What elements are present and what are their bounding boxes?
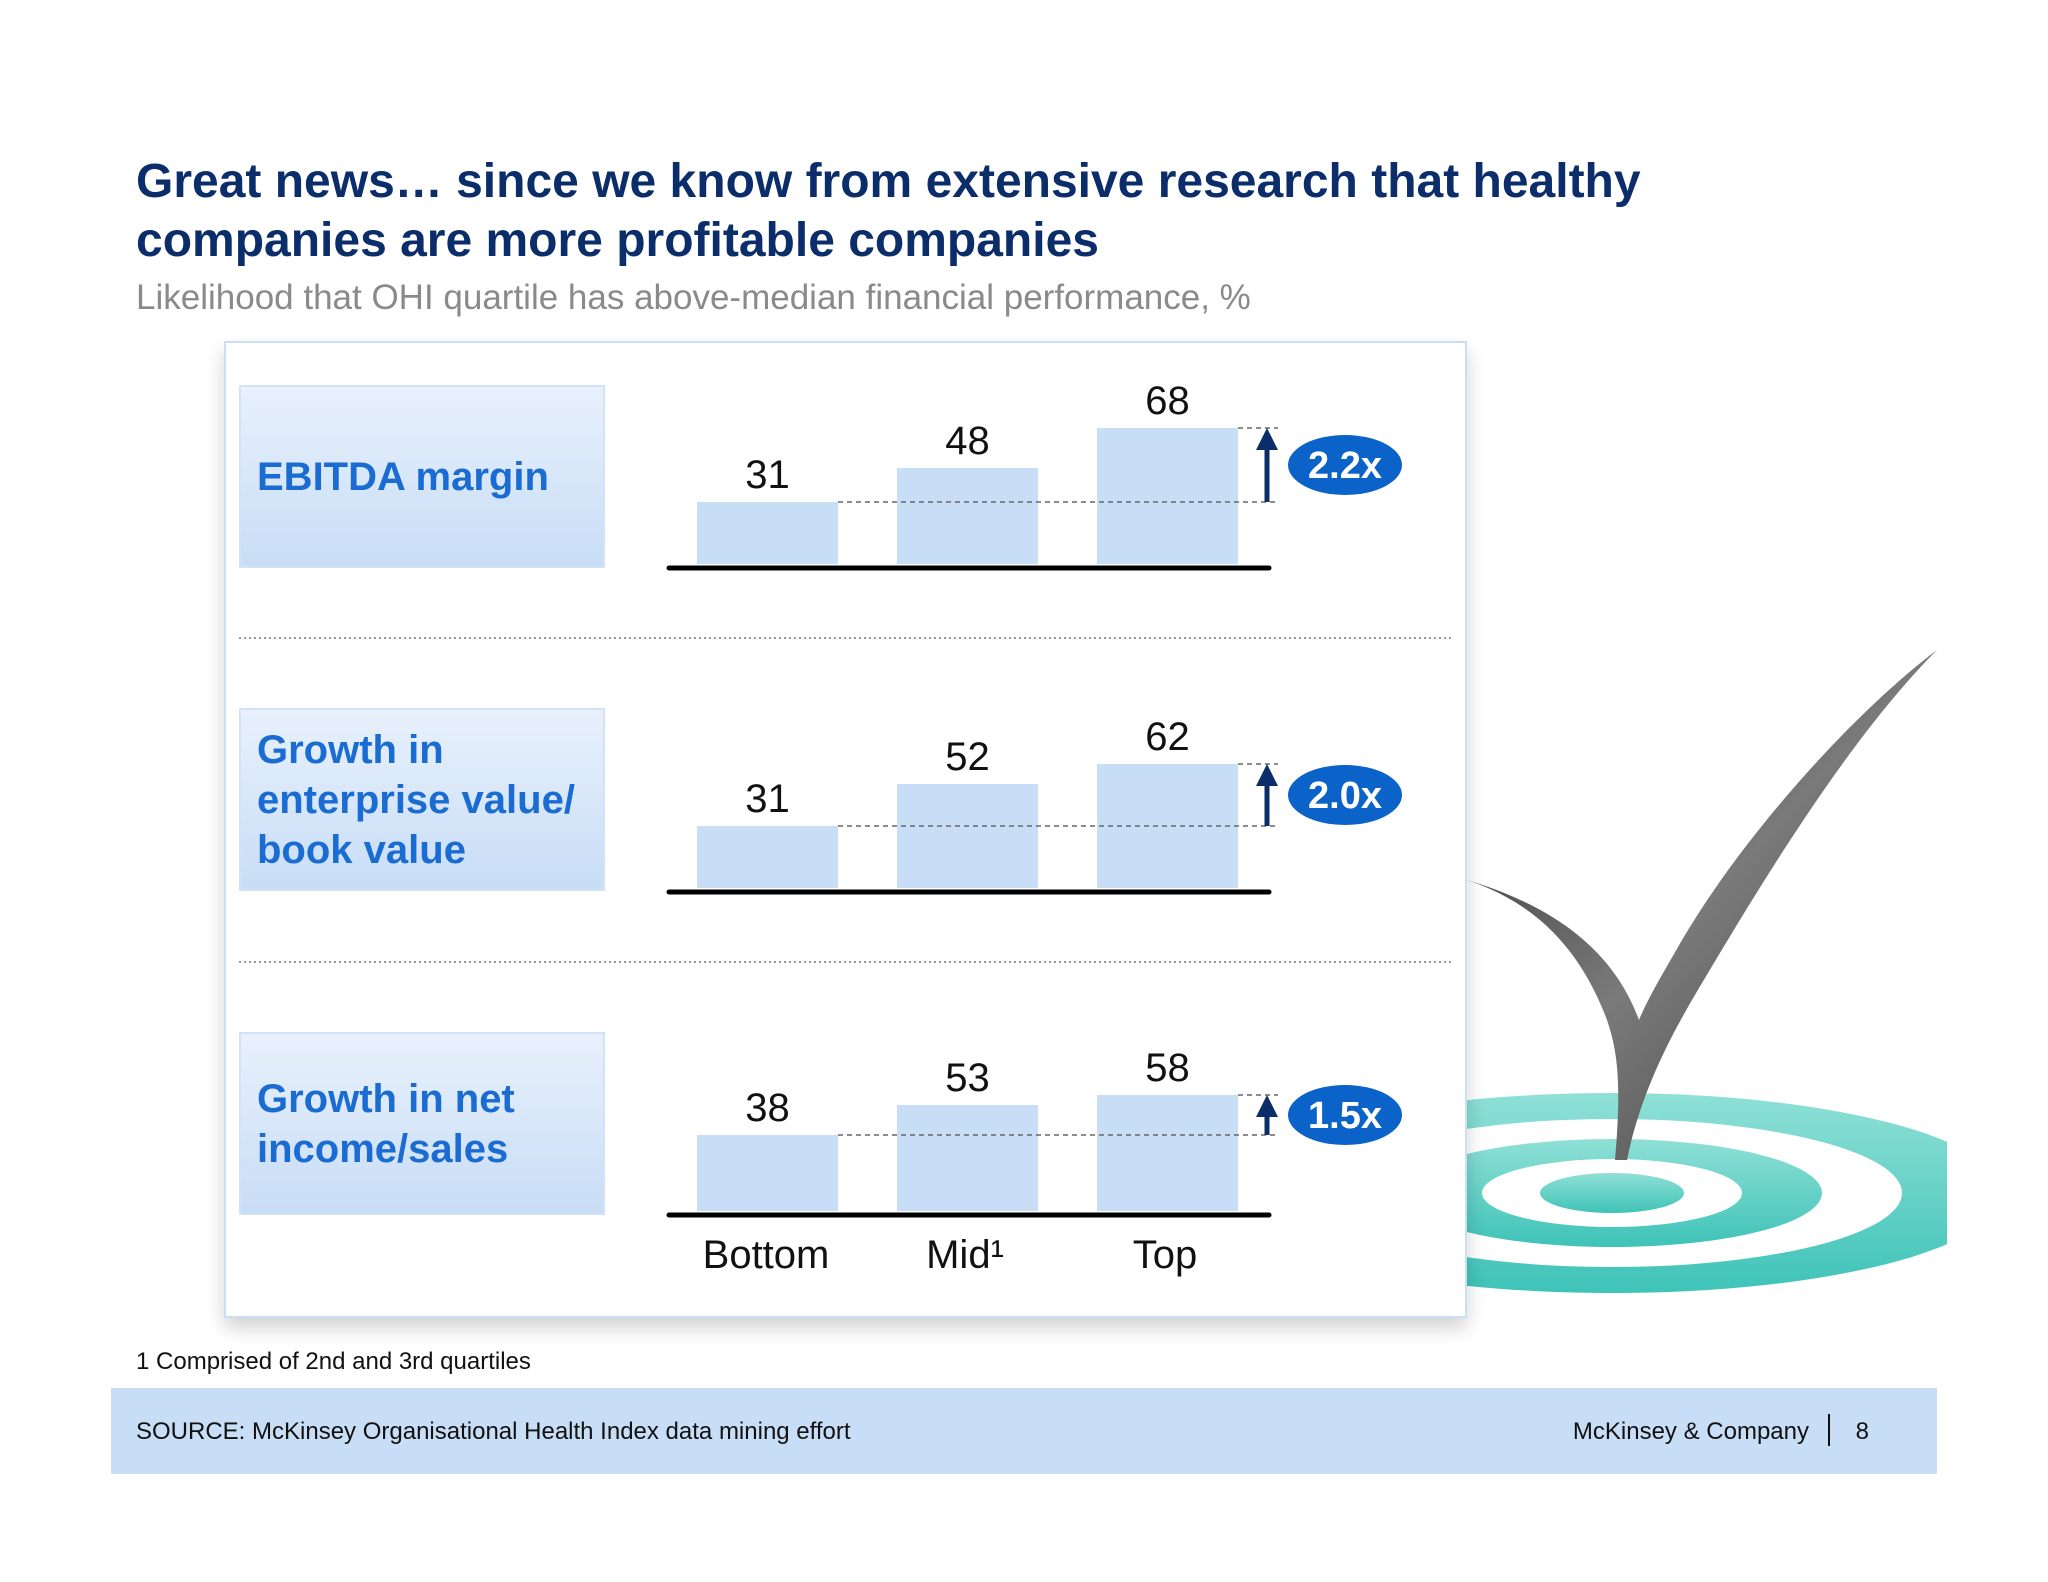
- data-label-1-0: 31: [745, 777, 790, 821]
- up-arrow-head-0: [1256, 428, 1278, 450]
- footnote: 1 Comprised of 2nd and 3rd quartiles: [136, 1348, 531, 1375]
- category-label-top: Top: [1132, 1233, 1198, 1277]
- multiplier-badge-0: [1288, 435, 1402, 495]
- footer-divider: [1828, 1414, 1830, 1446]
- multiplier-text-0: 2.2x: [1308, 445, 1382, 487]
- bar-1-1: [897, 784, 1038, 888]
- bar-2-1: [897, 1105, 1038, 1211]
- row-label-enterprise-value: Growth in enterprise value/ book value: [239, 708, 605, 891]
- data-label-0-1: 48: [945, 419, 990, 463]
- bar-2-2: [1097, 1095, 1238, 1211]
- data-label-2-1: 53: [945, 1056, 990, 1100]
- checkmark-target-icon: [1467, 650, 1947, 1293]
- target-rings: [1467, 1093, 1947, 1293]
- checkmark-shape: [1467, 650, 1937, 1160]
- multiplier-badge-2: [1288, 1085, 1402, 1145]
- up-arrow-head-1: [1256, 764, 1278, 786]
- multiplier-text-1: 2.0x: [1308, 775, 1382, 817]
- multiplier-text-2: 1.5x: [1308, 1095, 1382, 1137]
- page-title: Great news… since we know from extensive…: [136, 155, 1641, 267]
- row-label-ebitda: EBITDA margin: [239, 385, 605, 568]
- bar-chart: 31 48 68 2.2x 31 52 62 2.0x 38 53 58 1.5x: [239, 379, 1451, 1218]
- category-label-bottom: Bottom: [702, 1233, 830, 1277]
- data-label-1-1: 52: [945, 735, 990, 779]
- chart-panel: 31 48 68 2.2x 31 52 62 2.0x 38 53 58 1.5x EBITDA ma…: [224, 341, 1467, 1318]
- bar-0-0: [697, 502, 838, 564]
- multiplier-badge-1: [1288, 765, 1402, 825]
- bar-1-0: [697, 826, 838, 888]
- footer-bar: SOURCE: McKinsey Organisational Health I…: [111, 1388, 1937, 1474]
- up-arrow-head-2: [1256, 1095, 1278, 1117]
- data-label-0-0: 31: [745, 453, 790, 497]
- row-label-net-income: Growth in net income/sales: [239, 1032, 605, 1215]
- bar-0-2: [1097, 428, 1238, 564]
- data-label-0-2: 68: [1145, 379, 1190, 423]
- bar-0-1: [897, 468, 1038, 564]
- data-label-2-0: 38: [745, 1086, 790, 1130]
- source-note: SOURCE: McKinsey Organisational Health I…: [136, 1418, 851, 1445]
- data-label-1-2: 62: [1145, 715, 1190, 759]
- category-label-mid: Mid¹: [926, 1233, 1004, 1277]
- bar-2-0: [697, 1135, 838, 1211]
- data-label-2-2: 58: [1145, 1046, 1190, 1090]
- chart-subtitle: Likelihood that OHI quartile has above-m…: [136, 278, 1251, 317]
- brand-name: McKinsey & Company: [1572, 1418, 1809, 1445]
- page-number: 8: [1855, 1418, 1869, 1445]
